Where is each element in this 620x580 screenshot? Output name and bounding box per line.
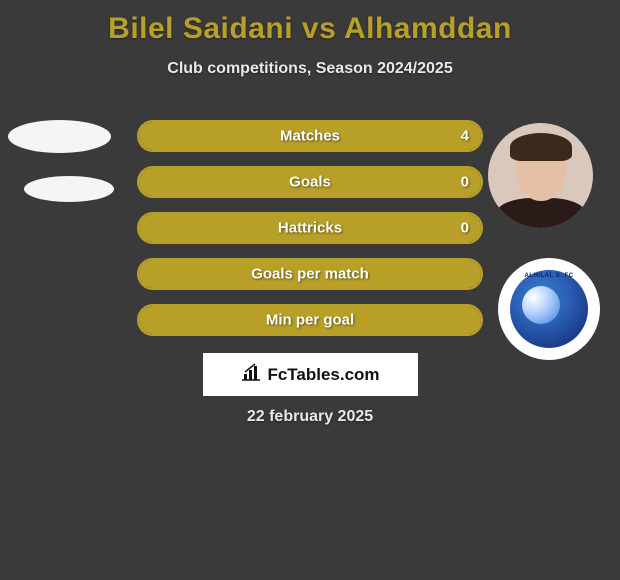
player-left-avatar-1 — [8, 120, 111, 153]
stat-bar-value-right: 0 — [461, 174, 469, 191]
crest-text: ALHILAL S. FC — [510, 273, 588, 279]
fctables-label: FcTables.com — [267, 365, 379, 385]
stat-bar: Hattricks0 — [137, 212, 483, 244]
stat-bar-value-right: 0 — [461, 220, 469, 237]
stat-bar: Goals0 — [137, 166, 483, 198]
stat-bar-value-right: 4 — [461, 128, 469, 145]
stat-bar: Matches4 — [137, 120, 483, 152]
infographic-container: Bilel Saidani vs Alhamddan Club competit… — [0, 0, 620, 580]
fctables-watermark: FcTables.com — [203, 353, 418, 396]
stats-bars: Matches4Goals0Hattricks0Goals per matchM… — [137, 120, 483, 350]
stat-bar: Min per goal — [137, 304, 483, 336]
subtitle: Club competitions, Season 2024/2025 — [0, 60, 620, 78]
page-title: Bilel Saidani vs Alhamddan — [0, 0, 620, 46]
player-left-avatar-2 — [24, 176, 114, 202]
date-text: 22 february 2025 — [0, 408, 620, 426]
stat-bar: Goals per match — [137, 258, 483, 290]
stat-bar-label: Min per goal — [139, 312, 481, 329]
stat-bar-label: Matches — [139, 128, 481, 145]
bars-icon — [241, 363, 261, 386]
player-right-avatar — [488, 123, 593, 228]
club-crest-avatar: ALHILAL S. FC — [498, 258, 600, 360]
stat-bar-label: Goals per match — [139, 266, 481, 283]
stat-bar-label: Goals — [139, 174, 481, 191]
stat-bar-label: Hattricks — [139, 220, 481, 237]
